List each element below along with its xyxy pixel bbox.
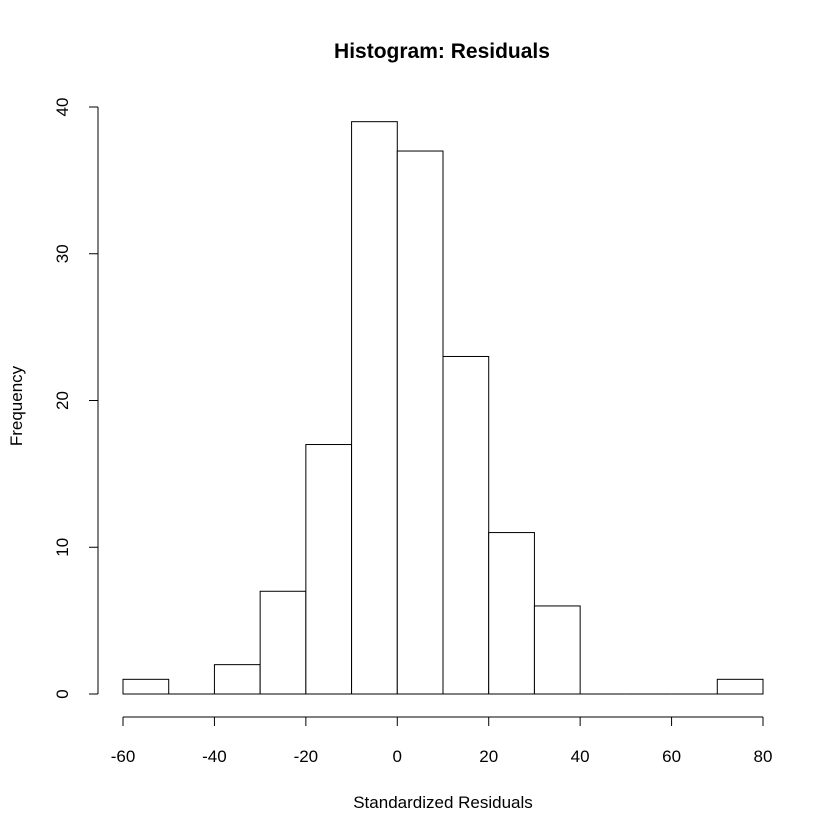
y-axis-label: Frequency — [7, 365, 26, 446]
histogram-bar-7 — [442, 355, 490, 695]
x-tick-label: 20 — [479, 747, 498, 766]
x-axis: -60 -40 -20 0 20 40 60 80 — [111, 716, 773, 766]
x-tick-label: 0 — [393, 747, 402, 766]
x-tick-label: 40 — [571, 747, 590, 766]
chart-title: Histogram: Residuals — [334, 40, 550, 63]
histogram-bar-6 — [396, 150, 444, 695]
histogram-bar-3 — [259, 590, 307, 695]
x-tick-label: 60 — [662, 747, 681, 766]
x-tick-label: -20 — [294, 747, 319, 766]
histogram-bar-8 — [488, 532, 535, 695]
bars-group — [122, 121, 764, 695]
y-axis: 0 10 20 30 40 — [53, 98, 99, 699]
y-tick-label: 40 — [53, 98, 72, 117]
x-tick-label: 80 — [754, 747, 773, 766]
histogram-bar-9 — [533, 605, 581, 695]
x-axis-label: Standardized Residuals — [353, 793, 533, 812]
x-tick-label: -40 — [202, 747, 227, 766]
y-tick-label: 30 — [53, 244, 72, 263]
histogram-bar-5 — [351, 121, 398, 695]
x-tick-label: -60 — [111, 747, 136, 766]
y-tick-label: 0 — [53, 689, 72, 698]
histogram-bar-4 — [305, 444, 353, 695]
y-tick-label: 10 — [53, 538, 72, 557]
y-tick-label: 20 — [53, 391, 72, 410]
histogram-bar-2 — [213, 664, 261, 695]
histogram-bar-13 — [716, 678, 764, 695]
histogram-bar-0 — [122, 678, 170, 695]
